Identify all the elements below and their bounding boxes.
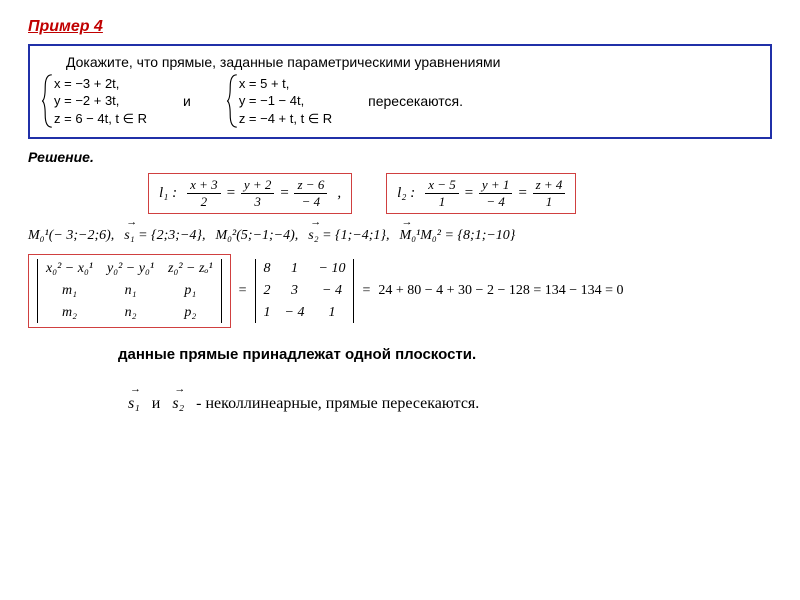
eq-sign: =: [276, 185, 292, 202]
ds-22: n₁: [107, 283, 154, 299]
l1-f2-num: y + 2: [241, 177, 275, 194]
s2-vec: s₂: [172, 389, 184, 413]
dn-13: − 10: [319, 261, 346, 277]
l1-f2-den: 3: [251, 194, 264, 210]
vector-m0m0: M₀¹M₀² = {8;1;−10}: [400, 222, 516, 244]
eq-sign: =: [514, 185, 530, 202]
eq-sign: =: [362, 283, 370, 299]
problem-tail: пересекаются.: [368, 91, 463, 112]
eq-sign: =: [461, 185, 477, 202]
eq-sign: =: [239, 283, 247, 299]
sys1-x: x = −3 + 2t,: [54, 75, 147, 93]
ds-23: p₁: [168, 283, 213, 299]
l1-f1-num: x + 3: [187, 177, 221, 194]
determinant-row: x₀² − x₀¹ y₀² − y₀¹ z₀² − zₒ¹ m₁ n₁ p₁ m₂ n₂ p…: [28, 254, 772, 328]
sys2-z: z = −4 + t, t ∈ R: [239, 110, 332, 128]
conclusion-intersect: s₁ и s₂ - неколлинеарные, прямые пересек…: [128, 389, 772, 413]
ds-12: y₀² − y₀¹: [107, 261, 154, 277]
s1-vec: s₁: [128, 389, 140, 413]
system-2: x = 5 + t, y = −1 − 4t, z = −4 + t, t ∈ …: [227, 73, 332, 129]
dn-21: 2: [264, 283, 271, 299]
line-l1: l₁ : x + 32 = y + 23 = z − 6− 4 ,: [148, 173, 352, 214]
determinant-symbolic: x₀² − x₀¹ y₀² − y₀¹ z₀² − zₒ¹ m₁ n₁ p₁ m₂ n₂ p…: [37, 259, 222, 323]
l2-f1-num: x − 5: [425, 177, 459, 194]
line-l2: l₂ : x − 51 = y + 1− 4 = z + 41: [386, 173, 576, 214]
problem-intro: Докажите, что прямые, заданные параметри…: [42, 52, 758, 73]
l1-f3-num: z − 6: [294, 177, 327, 194]
solution-label: Решение.: [28, 149, 772, 165]
intersect-text: - неколлинеарные, прямые пересекаются.: [196, 395, 479, 412]
connector-and: и: [183, 91, 191, 112]
determinant-calculation: 24 + 80 − 4 + 30 − 2 − 128 = 134 − 134 =…: [378, 283, 623, 299]
canonical-lines: l₁ : x + 32 = y + 23 = z − 6− 4 , l₂ : x…: [148, 173, 772, 214]
ds-11: x₀² − x₀¹: [46, 261, 93, 277]
l1-f1-den: 2: [198, 194, 211, 210]
ds-33: p₂: [168, 305, 213, 321]
dn-22: 3: [285, 283, 305, 299]
sys1-y: y = −2 + 3t,: [54, 92, 147, 110]
l1-f3-den: − 4: [299, 194, 324, 210]
system-1: x = −3 + 2t, y = −2 + 3t, z = 6 − 4t, t …: [42, 73, 147, 129]
l2-label: l₂ :: [397, 185, 415, 202]
sys2-x: x = 5 + t,: [239, 75, 332, 93]
ds-21: m₁: [46, 283, 93, 299]
l1-label: l₁ :: [159, 185, 177, 202]
point-m02: M₀²(5;−1;−4),: [216, 228, 299, 244]
l2-f3-den: 1: [543, 194, 556, 210]
l2-f2-num: y + 1: [479, 177, 513, 194]
and-word: и: [152, 395, 161, 412]
l1-tail: ,: [337, 185, 341, 202]
example-title: Пример 4: [28, 18, 772, 36]
dn-23: − 4: [319, 283, 346, 299]
dn-33: 1: [319, 305, 346, 321]
conclusion-coplanar: данные прямые принадлежат одной плоскост…: [118, 346, 772, 363]
ds-31: m₂: [46, 305, 93, 321]
dn-12: 1: [285, 261, 305, 277]
determinant-numeric: 81− 10 23− 4 1− 41: [255, 259, 355, 323]
l2-f3-num: z + 4: [533, 177, 566, 194]
ds-32: n₂: [107, 305, 154, 321]
dn-31: 1: [264, 305, 271, 321]
problem-statement: Докажите, что прямые, заданные параметри…: [28, 44, 772, 139]
point-m01: M₀¹(− 3;−2;6),: [28, 228, 114, 244]
l2-f2-den: − 4: [483, 194, 508, 210]
sys1-z: z = 6 − 4t, t ∈ R: [54, 110, 147, 128]
l2-f1-den: 1: [436, 194, 449, 210]
vector-s2: s₂ = {1;−4;1},: [308, 222, 389, 244]
sys2-y: y = −1 − 4t,: [239, 92, 332, 110]
dn-32: − 4: [285, 305, 305, 321]
points-vectors: M₀¹(− 3;−2;6), s₁ = {2;3;−4}, M₀²(5;−1;−…: [28, 222, 772, 244]
vector-s1: s₁ = {2;3;−4},: [124, 222, 205, 244]
eq-sign: =: [223, 185, 239, 202]
ds-13: z₀² − zₒ¹: [168, 261, 213, 277]
dn-11: 8: [264, 261, 271, 277]
